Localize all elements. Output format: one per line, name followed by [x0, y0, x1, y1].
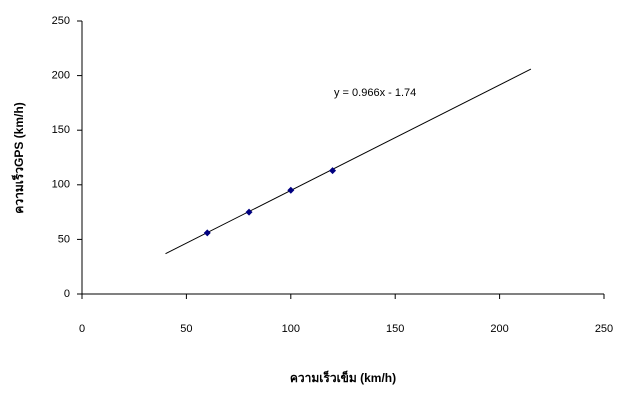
x-tick-label: 100: [282, 323, 300, 335]
point: [287, 186, 295, 194]
point: [245, 208, 253, 216]
y-axis-label: ความเร็วGPS (km/h): [11, 102, 26, 213]
x-tick-label: 50: [180, 323, 192, 335]
point: [329, 167, 337, 175]
y-tick-label: 100: [52, 179, 70, 191]
x-tick-label: 250: [595, 323, 613, 335]
y-tick-label: 200: [52, 70, 70, 82]
x-tick-label: 0: [79, 323, 85, 335]
y-tick-label: 250: [52, 15, 70, 27]
y-tick-label: 0: [64, 288, 70, 300]
y-tick-label: 50: [58, 233, 70, 245]
trendline-label: y = 0.966x - 1.74: [334, 87, 416, 99]
x-axis-label: ความเร็วเข็ม (km/h): [290, 370, 396, 385]
x-tick-label: 150: [386, 323, 404, 335]
x-tick-label: 200: [490, 323, 508, 335]
point: [203, 229, 211, 237]
trendline: [165, 68, 532, 255]
y-tick-label: 150: [52, 124, 70, 136]
